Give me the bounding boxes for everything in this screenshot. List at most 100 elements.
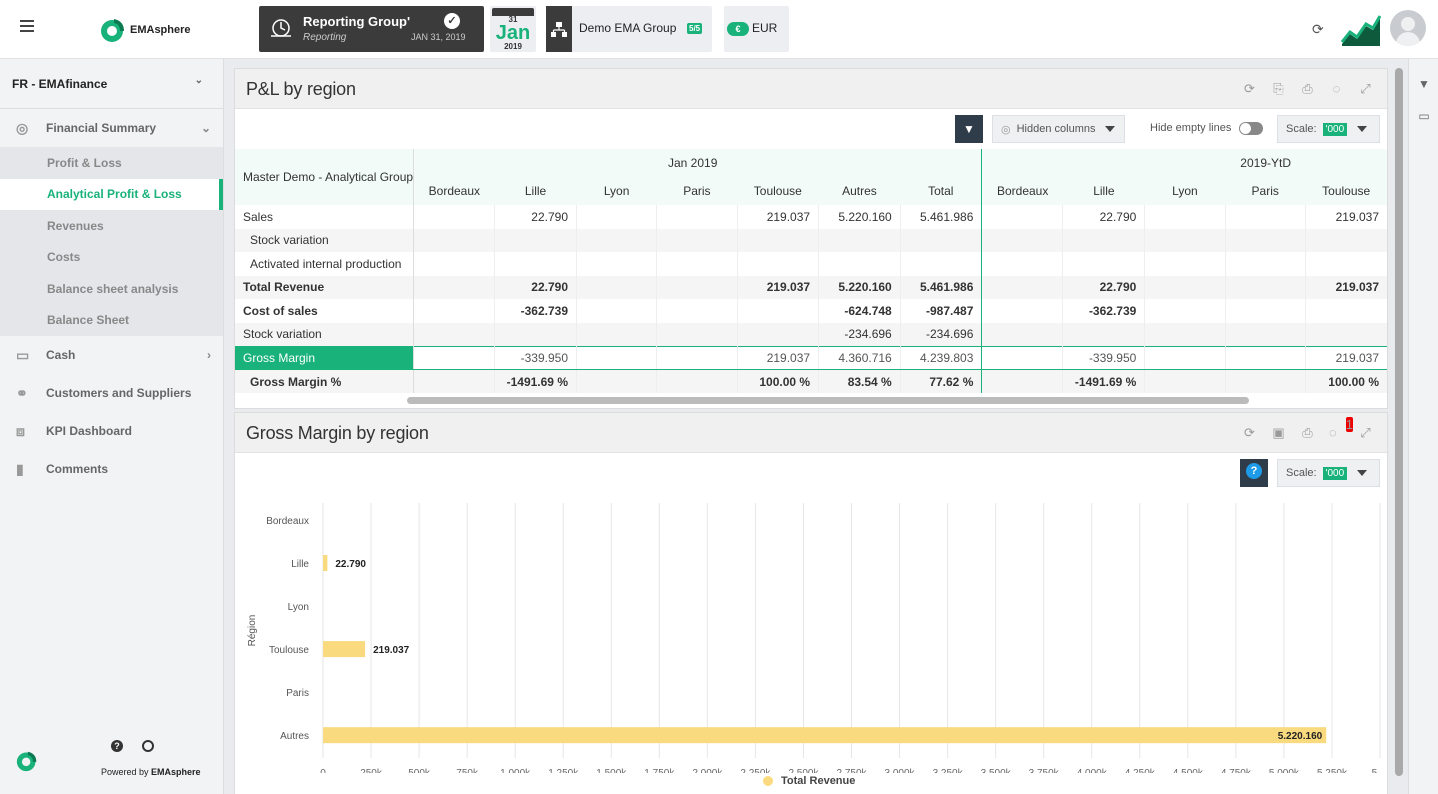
comment-count-badge: 1 bbox=[1345, 417, 1353, 432]
nav-kpi-dashboard[interactable]: ⧈ KPI Dashboard bbox=[0, 412, 223, 450]
expand-icon[interactable]: ⤢ bbox=[1360, 425, 1371, 440]
row-label: Stock variation bbox=[235, 322, 415, 346]
refresh-icon[interactable]: ⟳ bbox=[1312, 21, 1324, 37]
comment-icon[interactable]: ◌ bbox=[1332, 81, 1341, 96]
table-row[interactable]: Total Revenue 22.790 219.037 5.220.160 5.461… bbox=[235, 275, 1387, 299]
print-icon[interactable]: ⎙ bbox=[1302, 81, 1313, 96]
chart-legend[interactable]: Total Revenue bbox=[763, 775, 855, 787]
table-row[interactable]: Stock variation bbox=[235, 228, 1387, 252]
column-header[interactable]: Lyon bbox=[576, 177, 657, 205]
column-header[interactable]: Lille bbox=[1062, 177, 1145, 205]
growth-chart-icon[interactable] bbox=[1340, 12, 1382, 48]
company-selector[interactable]: FR - EMAfinance ⌄ bbox=[0, 59, 223, 109]
table-cell bbox=[656, 228, 738, 252]
reporting-group-title: Reporting Group' bbox=[303, 14, 411, 29]
table-cell bbox=[736, 299, 819, 323]
table-cell bbox=[413, 299, 495, 323]
x-tick-label: 5 000k bbox=[1269, 768, 1300, 773]
column-header[interactable]: Bordeaux bbox=[413, 177, 495, 205]
y-category-label: Lyon bbox=[288, 602, 309, 613]
brand-logo[interactable]: EMAsphere bbox=[100, 17, 191, 43]
table-cell bbox=[1144, 345, 1226, 370]
comment-icon[interactable]: ◌1 bbox=[1329, 417, 1353, 440]
nav-cash[interactable]: ▭ Cash › bbox=[0, 336, 223, 374]
table-row[interactable]: Gross Margin -339.950 219.037 4.360.716 4.23… bbox=[235, 345, 1387, 370]
subnav-costs[interactable]: Costs bbox=[47, 250, 81, 265]
subnav-revenues[interactable]: Revenues bbox=[47, 218, 104, 233]
calendar-month: Jan bbox=[495, 22, 531, 44]
table-row[interactable]: Stock variation -234.696 -234.696 bbox=[235, 322, 1387, 346]
scale-label: Scale: bbox=[1286, 123, 1317, 135]
image-export-icon[interactable]: ▣ bbox=[1272, 425, 1285, 440]
table-row[interactable]: Activated internal production bbox=[235, 252, 1387, 276]
table-cell bbox=[656, 275, 738, 299]
table-cell bbox=[413, 205, 495, 229]
refresh-icon[interactable]: ⟳ bbox=[1244, 425, 1255, 440]
column-header[interactable]: Toulouse bbox=[1305, 177, 1387, 205]
column-header[interactable]: Bordeaux bbox=[981, 177, 1063, 205]
subnav-analytical-profit-loss[interactable]: Analytical Profit & Loss bbox=[0, 178, 223, 210]
scale-value: '000 bbox=[1322, 122, 1348, 136]
group-header-ytd: 2019-YtD bbox=[981, 149, 1387, 177]
table-row[interactable]: Gross Margin % -1491.69 % 100.00 % 83.54 % 7… bbox=[235, 369, 1387, 393]
gross-margin-by-region-panel: Gross Margin by region ⟳ ▣ ⎙ ◌1 ⤢ ? Scal… bbox=[234, 412, 1388, 794]
row-label: Total Revenue bbox=[235, 275, 415, 299]
table-cell bbox=[413, 345, 495, 370]
print-icon[interactable]: ⎙ bbox=[1302, 425, 1313, 440]
row-label: Activated internal production bbox=[235, 252, 415, 276]
x-tick-label: 1 500k bbox=[596, 768, 627, 773]
brand-name: EMAsphere bbox=[130, 24, 191, 36]
filter-icon[interactable]: ▼ bbox=[1418, 77, 1430, 91]
horizontal-scrollbar[interactable] bbox=[407, 397, 1249, 404]
table-cell bbox=[1062, 252, 1145, 276]
hidden-columns-dropdown[interactable]: ◎ Hidden columns bbox=[992, 115, 1125, 143]
wallet-icon: ▭ bbox=[16, 347, 30, 363]
nav-customers-suppliers[interactable]: ⚭ Customers and Suppliers bbox=[0, 374, 223, 412]
help-icon[interactable]: ? bbox=[111, 740, 123, 752]
table-row[interactable]: Cost of sales -362.739 -624.748 -987.487 -36… bbox=[235, 299, 1387, 323]
table-cell bbox=[1144, 369, 1226, 393]
legend-swatch bbox=[763, 776, 773, 786]
scale-dropdown[interactable]: Scale: '000 bbox=[1277, 115, 1380, 143]
filter-button[interactable]: ▼ bbox=[955, 115, 983, 143]
table-cell bbox=[494, 228, 577, 252]
table-cell: 77.62 % bbox=[899, 369, 983, 393]
bar bbox=[323, 555, 328, 572]
period-calendar[interactable]: 31 Jan 2019 bbox=[490, 6, 536, 52]
currency-selector[interactable]: € EUR bbox=[724, 6, 789, 52]
menu-icon[interactable] bbox=[20, 20, 34, 32]
subnav-balance-sheet-analysis[interactable]: Balance sheet analysis bbox=[47, 281, 179, 296]
column-header[interactable]: Lyon bbox=[1144, 177, 1226, 205]
expand-icon[interactable]: ⤢ bbox=[1360, 81, 1371, 96]
presentation-icon[interactable]: ▭ bbox=[1418, 109, 1430, 123]
scale-dropdown[interactable]: Scale: '000 bbox=[1277, 459, 1380, 487]
user-avatar[interactable] bbox=[1390, 10, 1426, 46]
column-header[interactable]: Paris bbox=[1225, 177, 1306, 205]
subnav-balance-sheet[interactable]: Balance Sheet bbox=[47, 313, 130, 328]
reporting-group-selector[interactable]: Reporting Group' Reporting JAN 31, 2019 … bbox=[259, 6, 484, 52]
column-header[interactable]: Autres bbox=[818, 177, 901, 205]
panel-title: P&L by region bbox=[246, 79, 356, 99]
group-selector[interactable]: Demo EMA Group 5/5 bbox=[546, 6, 712, 52]
globe-icon[interactable] bbox=[142, 740, 154, 752]
table-cell bbox=[981, 275, 1063, 299]
column-header[interactable]: Total bbox=[900, 177, 983, 205]
excel-export-icon[interactable]: ⎘ bbox=[1273, 81, 1284, 96]
nav-label: Financial Summary bbox=[46, 121, 157, 135]
chart-help-button[interactable]: ? bbox=[1240, 459, 1268, 487]
vertical-scrollbar[interactable] bbox=[1395, 68, 1403, 776]
table-cell: 5.220.160 bbox=[818, 205, 901, 229]
nav-comments[interactable]: ▮ Comments bbox=[0, 450, 223, 488]
table-cell bbox=[1144, 205, 1226, 229]
panel-header: P&L by region ⟳ ⎘ ⎙ ◌ ⤢ bbox=[235, 69, 1387, 109]
hierarchy-icon bbox=[546, 6, 572, 52]
column-header[interactable]: Lille bbox=[494, 177, 577, 205]
row-label: Stock variation bbox=[235, 228, 415, 252]
column-header[interactable]: Toulouse bbox=[737, 177, 819, 205]
refresh-icon[interactable]: ⟳ bbox=[1244, 81, 1255, 96]
hide-empty-lines-toggle[interactable] bbox=[1239, 122, 1263, 135]
column-header[interactable]: Paris bbox=[656, 177, 738, 205]
subnav-profit-loss[interactable]: Profit & Loss bbox=[47, 155, 122, 170]
nav-financial-summary[interactable]: ◎ Financial Summary ⌄ bbox=[0, 109, 223, 147]
table-row[interactable]: Sales 22.790 219.037 5.220.160 5.461.986 22.7… bbox=[235, 205, 1387, 229]
